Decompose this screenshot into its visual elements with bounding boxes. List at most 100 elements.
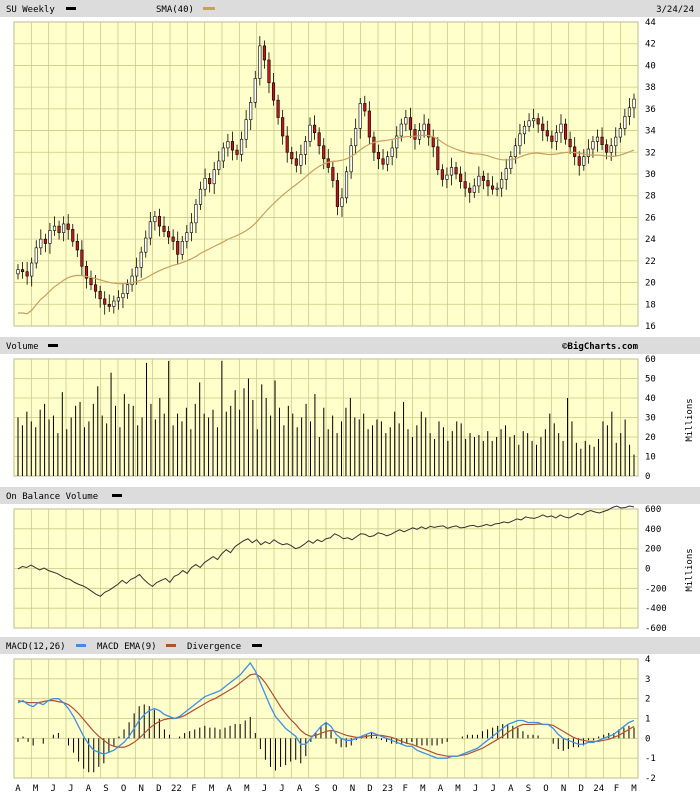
price-candle	[71, 229, 75, 242]
price-candle	[39, 238, 43, 249]
x-axis-label: D	[156, 784, 161, 794]
price-candle	[431, 136, 435, 148]
price-candle	[253, 78, 257, 103]
x-axis-label: J	[490, 784, 495, 794]
price-y-tick-label: 24	[645, 235, 656, 245]
price-candle	[317, 132, 321, 147]
sma-legend-swatch	[203, 7, 215, 10]
price-candle	[249, 102, 253, 121]
x-axis-label: S	[526, 784, 531, 794]
x-axis-label: F	[402, 784, 407, 794]
obv-line	[17, 505, 635, 597]
price-candle	[605, 144, 609, 153]
price-candle	[358, 103, 362, 129]
price-candle	[440, 169, 444, 180]
x-axis-label: S	[103, 784, 108, 794]
divergence-legend-swatch	[252, 644, 262, 647]
price-candle	[299, 154, 303, 166]
obv-legend-swatch	[112, 494, 122, 497]
macd-y-tick-label: 1	[645, 715, 650, 725]
price-candle	[614, 136, 618, 147]
price-candle	[230, 141, 235, 151]
price-candle	[322, 145, 326, 160]
price-candle	[185, 232, 189, 242]
price-candle	[125, 284, 130, 294]
price-candle	[354, 128, 358, 147]
price-candle	[281, 117, 285, 137]
x-axis-label: M	[420, 784, 426, 794]
price-candle	[121, 293, 125, 299]
price-candle	[75, 241, 79, 251]
x-axis-label: A	[15, 784, 21, 794]
price-candle	[43, 238, 47, 244]
price-y-tick-label: 34	[645, 127, 656, 137]
price-candle	[212, 169, 216, 185]
obv-y-tick-label: -200	[645, 584, 667, 594]
price-candle	[554, 132, 558, 142]
price-y-tick-label: 28	[645, 192, 656, 202]
price-candle	[258, 45, 262, 79]
price-candle	[632, 98, 636, 109]
x-axis-label: J	[279, 784, 284, 794]
price-candle	[573, 146, 577, 157]
price-candle	[417, 130, 422, 140]
volume-legend-swatch	[48, 344, 58, 347]
x-axis-label: M	[244, 784, 250, 794]
price-candle	[244, 119, 248, 140]
x-axis-label: D	[367, 784, 372, 794]
price-candle	[436, 146, 440, 170]
price-candle	[194, 204, 198, 224]
volume-y-tick-label: 60	[645, 355, 656, 365]
price-candle	[390, 147, 394, 157]
x-axis-label: J	[68, 784, 73, 794]
x-axis-label: J	[473, 784, 478, 794]
price-y-tick-label: 32	[645, 148, 656, 158]
sma40-line	[18, 134, 635, 315]
price-candle	[449, 167, 454, 176]
price-candle	[367, 110, 371, 138]
price-y-tick-label: 18	[645, 300, 656, 310]
price-candle	[349, 145, 353, 173]
price-candle	[563, 123, 568, 140]
price-candle	[559, 123, 563, 134]
price-candle	[48, 230, 52, 244]
x-axis-label: F	[614, 784, 619, 794]
price-candle	[500, 179, 504, 189]
price-y-tick-label: 36	[645, 105, 656, 115]
price-candle	[144, 237, 148, 253]
x-axis-label: N	[138, 784, 143, 794]
price-candle	[226, 141, 230, 149]
price-candle	[568, 138, 572, 148]
price-candle	[203, 178, 207, 190]
x-axis-label: A	[86, 784, 92, 794]
price-candle	[427, 123, 431, 138]
price-candle	[536, 118, 540, 125]
price-candle	[189, 222, 193, 233]
sma-legend-label: SMA(40)	[156, 5, 194, 15]
obv-unit-label: Millions	[685, 548, 695, 591]
price-candle	[267, 59, 271, 84]
price-candle	[148, 221, 152, 239]
price-title: SU Weekly	[6, 5, 55, 15]
volume-header-bar	[0, 337, 700, 354]
macd-y-tick-label: 4	[645, 655, 650, 665]
price-candle	[595, 136, 600, 142]
price-candle	[399, 123, 403, 137]
x-axis-label: M	[33, 784, 39, 794]
x-axis-label: 23	[382, 784, 393, 794]
price-candle	[157, 216, 162, 227]
price-legend-swatch	[66, 7, 76, 10]
price-candle	[335, 180, 339, 207]
price-candle	[545, 130, 549, 137]
macd-legend-label: MACD(12,26)	[6, 642, 66, 652]
price-candle	[618, 128, 622, 138]
obv-y-tick-label: 200	[645, 545, 661, 555]
price-candle	[84, 265, 89, 279]
price-candle	[294, 158, 298, 166]
macd-y-tick-label: 2	[645, 695, 650, 705]
price-candle	[609, 145, 613, 153]
price-candle	[135, 267, 139, 277]
price-candle	[472, 185, 476, 193]
price-candle	[395, 135, 399, 149]
